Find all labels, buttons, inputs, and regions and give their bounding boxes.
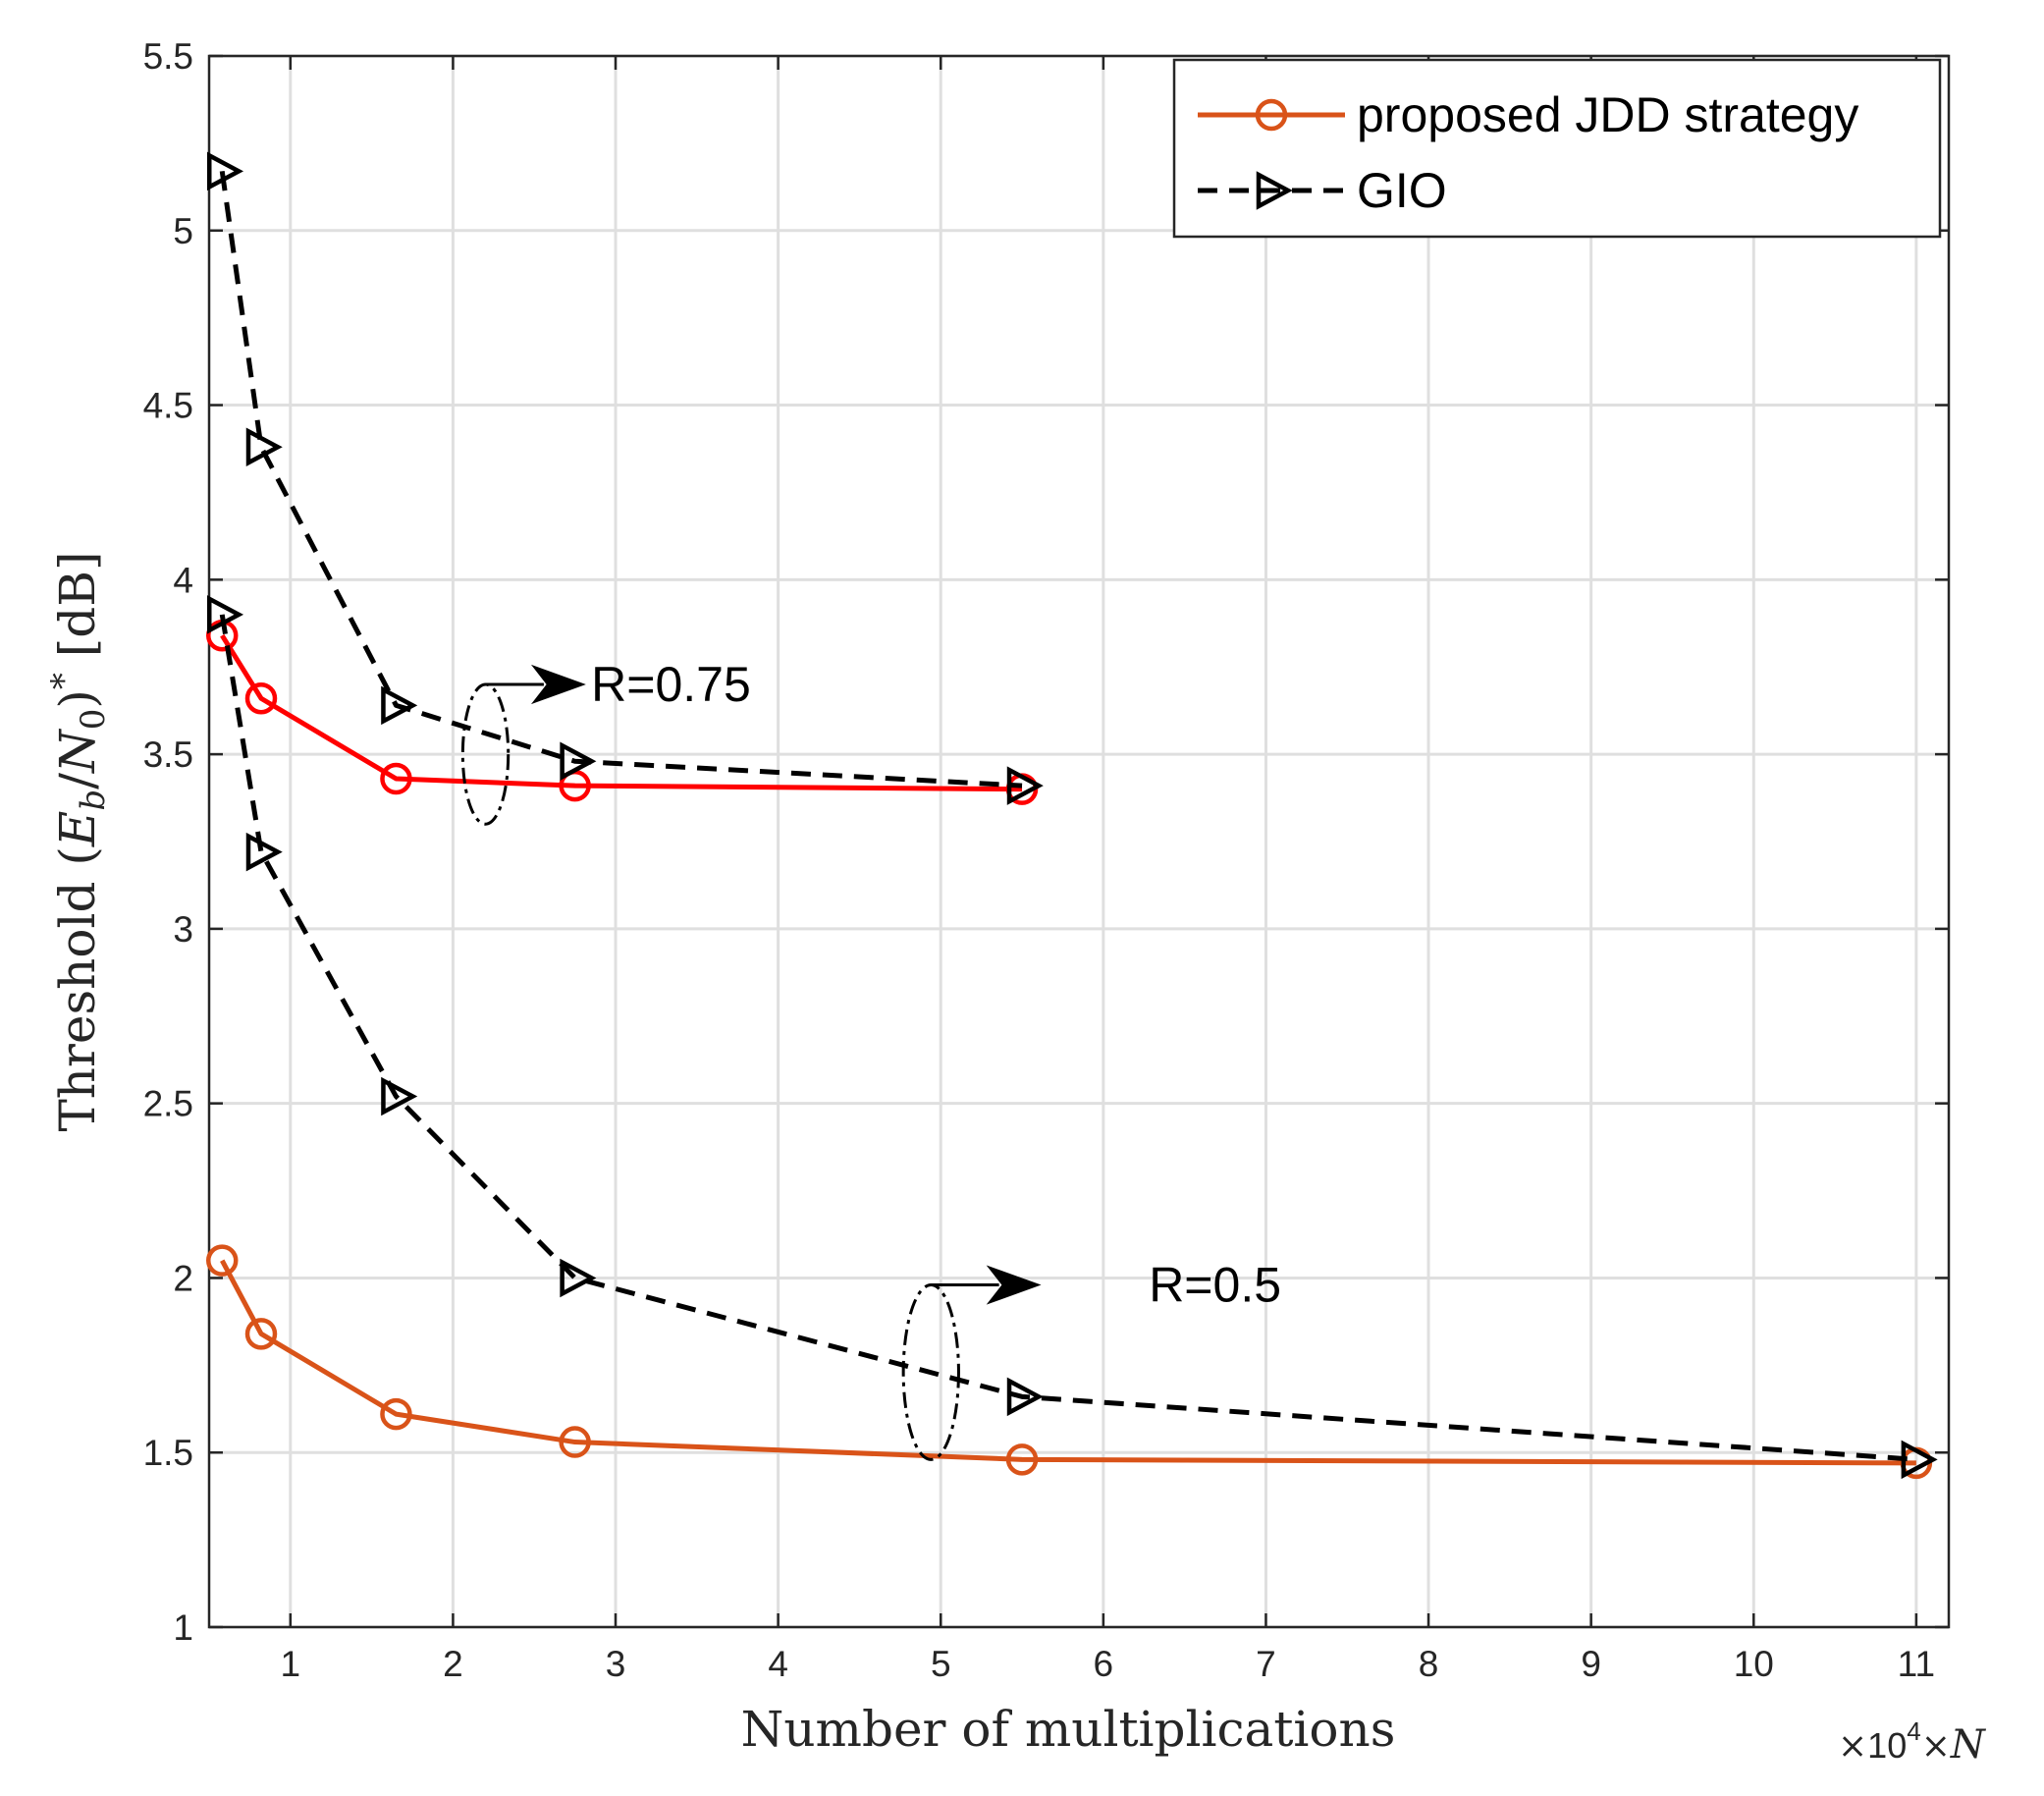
data-point-triangle	[381, 1076, 418, 1116]
data-point-triangle	[1006, 1377, 1044, 1417]
annotation-arrow-head	[986, 1265, 1042, 1305]
legend-marker-gio	[1256, 171, 1293, 210]
data-point-circle	[380, 762, 412, 795]
x-tick-label: 5	[931, 1644, 951, 1684]
data-point-triangle	[206, 595, 244, 634]
y-tick-label: 2.5	[143, 1084, 193, 1124]
data-point-circle	[205, 1244, 239, 1277]
annotation-1: R=0.5	[901, 1258, 1281, 1461]
axes-box	[207, 54, 1951, 1629]
series-line	[220, 633, 1023, 792]
x-tick-label: 10	[1734, 1644, 1774, 1684]
x-tick-label: 7	[1256, 1644, 1276, 1684]
data-point-circle	[380, 1397, 412, 1431]
data-point-circle	[244, 681, 278, 715]
x-tick-label: 3	[606, 1644, 626, 1684]
series-line	[219, 614, 1917, 1462]
x-tick-label: 2	[443, 1644, 463, 1684]
y-tick-label: 5	[173, 211, 193, 251]
series-3	[206, 595, 1938, 1480]
x-tick-label: 1	[281, 1644, 301, 1684]
x-tick-label: 8	[1419, 1644, 1439, 1684]
data-point-triangle	[245, 427, 283, 466]
data-point-triangle	[206, 151, 244, 191]
legend-box	[1172, 58, 1942, 239]
annotation-arrow-head	[530, 664, 586, 705]
data-point-circle	[244, 1318, 278, 1350]
legend-entry-jdd: proposed JDD strategy	[1198, 87, 1858, 142]
plot-background	[209, 56, 1949, 1627]
y-tick-label: 3	[173, 909, 193, 950]
y-tick-label: 5.5	[143, 36, 193, 77]
legend-label-gio: GIO	[1357, 163, 1447, 218]
data-point-triangle	[560, 741, 597, 781]
x-exponent-label: ×104×N	[1838, 1716, 1987, 1768]
data-point-triangle	[381, 685, 418, 726]
x-axis-label: Number of multiplications	[741, 1701, 1396, 1758]
x-tick-label: 11	[1898, 1644, 1935, 1684]
data-point-triangle	[245, 832, 283, 872]
y-tick-label: 4	[173, 560, 193, 600]
annotation-label: R=0.75	[591, 657, 751, 712]
legend: proposed JDD strategy GIO	[1172, 58, 1942, 239]
data-point-triangle	[1006, 766, 1044, 805]
data-point-circle	[559, 1426, 591, 1458]
data-point-triangle	[560, 1258, 597, 1298]
y-axis-label: Threshold (Eb/N0)* [dB]	[44, 551, 113, 1131]
y-tick-label: 1	[173, 1607, 193, 1648]
series-1	[206, 151, 1044, 805]
legend-entry-gio: GIO	[1198, 163, 1447, 218]
series-line	[219, 170, 1023, 789]
y-tick-label: 4.5	[143, 386, 193, 426]
data-point-circle	[1005, 1443, 1039, 1476]
x-tick-label: 9	[1581, 1644, 1601, 1684]
series-layer	[205, 151, 1938, 1480]
y-tick-label: 1.5	[143, 1433, 193, 1473]
legend-label-jdd: proposed JDD strategy	[1357, 87, 1858, 142]
annotation-label: R=0.5	[1149, 1258, 1281, 1313]
legend-marker-jdd	[1255, 98, 1288, 132]
annotations: R=0.75 R=0.5	[460, 657, 1281, 1461]
annotation-0: R=0.75	[460, 657, 751, 826]
x-tick-label: 4	[768, 1644, 788, 1684]
data-point-triangle	[1901, 1440, 1938, 1480]
y-tick-label: 2	[173, 1258, 193, 1298]
x-tick-label: 6	[1094, 1644, 1114, 1684]
y-tick-label: 3.5	[143, 735, 193, 775]
